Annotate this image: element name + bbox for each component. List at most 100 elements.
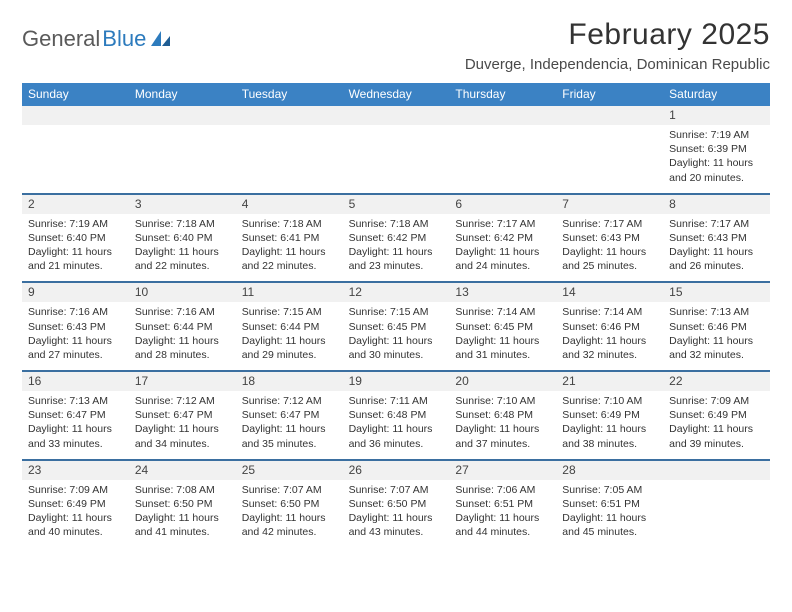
- day-number: 15: [663, 283, 770, 302]
- weekday-label: Monday: [129, 83, 236, 106]
- day-number: 13: [449, 283, 556, 302]
- day-number: 22: [663, 372, 770, 391]
- sunrise-text: Sunrise: 7:17 AM: [562, 217, 657, 231]
- week-row: Sunrise: 7:16 AMSunset: 6:43 PMDaylight:…: [22, 302, 770, 370]
- sunrise-text: Sunrise: 7:08 AM: [135, 483, 230, 497]
- day-number: 20: [449, 372, 556, 391]
- sunset-text: Sunset: 6:51 PM: [455, 497, 550, 511]
- day-cell: Sunrise: 7:10 AMSunset: 6:48 PMDaylight:…: [449, 391, 556, 459]
- daylight-text: Daylight: 11 hours and 24 minutes.: [455, 245, 550, 273]
- header: GeneralBlue February 2025 Duverge, Indep…: [22, 18, 770, 73]
- day-number: 7: [556, 195, 663, 214]
- day-number: 8: [663, 195, 770, 214]
- daylight-text: Daylight: 11 hours and 31 minutes.: [455, 334, 550, 362]
- brand-word1: General: [22, 26, 100, 52]
- day-number: 16: [22, 372, 129, 391]
- sunrise-text: Sunrise: 7:07 AM: [349, 483, 444, 497]
- daylight-text: Daylight: 11 hours and 40 minutes.: [28, 511, 123, 539]
- day-cell: [556, 125, 663, 193]
- sunset-text: Sunset: 6:40 PM: [135, 231, 230, 245]
- month-title: February 2025: [465, 18, 770, 52]
- day-number: [556, 106, 663, 125]
- sunrise-text: Sunrise: 7:12 AM: [242, 394, 337, 408]
- daylight-text: Daylight: 11 hours and 42 minutes.: [242, 511, 337, 539]
- sunset-text: Sunset: 6:47 PM: [28, 408, 123, 422]
- day-number: 11: [236, 283, 343, 302]
- sunset-text: Sunset: 6:45 PM: [455, 320, 550, 334]
- daylight-text: Daylight: 11 hours and 23 minutes.: [349, 245, 444, 273]
- daylight-text: Daylight: 11 hours and 26 minutes.: [669, 245, 764, 273]
- day-number: 12: [343, 283, 450, 302]
- day-number: 18: [236, 372, 343, 391]
- day-number: 1: [663, 106, 770, 125]
- daylight-text: Daylight: 11 hours and 33 minutes.: [28, 422, 123, 450]
- daylight-text: Daylight: 11 hours and 39 minutes.: [669, 422, 764, 450]
- day-cell: Sunrise: 7:14 AMSunset: 6:45 PMDaylight:…: [449, 302, 556, 370]
- day-cell: Sunrise: 7:18 AMSunset: 6:42 PMDaylight:…: [343, 214, 450, 282]
- day-cell: Sunrise: 7:14 AMSunset: 6:46 PMDaylight:…: [556, 302, 663, 370]
- sunset-text: Sunset: 6:51 PM: [562, 497, 657, 511]
- sunset-text: Sunset: 6:41 PM: [242, 231, 337, 245]
- day-number: 27: [449, 461, 556, 480]
- sunrise-text: Sunrise: 7:19 AM: [669, 128, 764, 142]
- day-cell: Sunrise: 7:13 AMSunset: 6:47 PMDaylight:…: [22, 391, 129, 459]
- day-cell: [236, 125, 343, 193]
- sunrise-text: Sunrise: 7:15 AM: [349, 305, 444, 319]
- sunrise-text: Sunrise: 7:18 AM: [242, 217, 337, 231]
- daylight-text: Daylight: 11 hours and 28 minutes.: [135, 334, 230, 362]
- sunrise-text: Sunrise: 7:17 AM: [455, 217, 550, 231]
- day-number-row: 16171819202122: [22, 370, 770, 391]
- day-number-row: 232425262728: [22, 459, 770, 480]
- day-cell: Sunrise: 7:19 AMSunset: 6:39 PMDaylight:…: [663, 125, 770, 193]
- day-number: 23: [22, 461, 129, 480]
- day-number: 3: [129, 195, 236, 214]
- day-cell: Sunrise: 7:16 AMSunset: 6:43 PMDaylight:…: [22, 302, 129, 370]
- day-cell: Sunrise: 7:10 AMSunset: 6:49 PMDaylight:…: [556, 391, 663, 459]
- sunrise-text: Sunrise: 7:15 AM: [242, 305, 337, 319]
- sunrise-text: Sunrise: 7:13 AM: [28, 394, 123, 408]
- day-number: [663, 461, 770, 480]
- week-row: Sunrise: 7:19 AMSunset: 6:40 PMDaylight:…: [22, 214, 770, 282]
- daylight-text: Daylight: 11 hours and 29 minutes.: [242, 334, 337, 362]
- day-cell: Sunrise: 7:13 AMSunset: 6:46 PMDaylight:…: [663, 302, 770, 370]
- sunset-text: Sunset: 6:48 PM: [349, 408, 444, 422]
- sunset-text: Sunset: 6:48 PM: [455, 408, 550, 422]
- day-number: 9: [22, 283, 129, 302]
- day-number: 19: [343, 372, 450, 391]
- daylight-text: Daylight: 11 hours and 22 minutes.: [242, 245, 337, 273]
- day-number: 5: [343, 195, 450, 214]
- daylight-text: Daylight: 11 hours and 41 minutes.: [135, 511, 230, 539]
- day-cell: Sunrise: 7:15 AMSunset: 6:45 PMDaylight:…: [343, 302, 450, 370]
- sunset-text: Sunset: 6:46 PM: [669, 320, 764, 334]
- weekday-header: Sunday Monday Tuesday Wednesday Thursday…: [22, 83, 770, 106]
- daylight-text: Daylight: 11 hours and 21 minutes.: [28, 245, 123, 273]
- day-cell: Sunrise: 7:07 AMSunset: 6:50 PMDaylight:…: [236, 480, 343, 548]
- daylight-text: Daylight: 11 hours and 30 minutes.: [349, 334, 444, 362]
- daylight-text: Daylight: 11 hours and 22 minutes.: [135, 245, 230, 273]
- brand-word2: Blue: [102, 26, 146, 52]
- day-number: [236, 106, 343, 125]
- sunrise-text: Sunrise: 7:16 AM: [28, 305, 123, 319]
- day-cell: Sunrise: 7:12 AMSunset: 6:47 PMDaylight:…: [129, 391, 236, 459]
- sunrise-text: Sunrise: 7:16 AM: [135, 305, 230, 319]
- sunrise-text: Sunrise: 7:10 AM: [562, 394, 657, 408]
- day-cell: Sunrise: 7:09 AMSunset: 6:49 PMDaylight:…: [663, 391, 770, 459]
- location-text: Duverge, Independencia, Dominican Republ…: [465, 56, 770, 73]
- day-cell: Sunrise: 7:12 AMSunset: 6:47 PMDaylight:…: [236, 391, 343, 459]
- day-number: [343, 106, 450, 125]
- day-cell: Sunrise: 7:11 AMSunset: 6:48 PMDaylight:…: [343, 391, 450, 459]
- daylight-text: Daylight: 11 hours and 37 minutes.: [455, 422, 550, 450]
- sunrise-text: Sunrise: 7:14 AM: [562, 305, 657, 319]
- day-cell: Sunrise: 7:08 AMSunset: 6:50 PMDaylight:…: [129, 480, 236, 548]
- sunset-text: Sunset: 6:50 PM: [135, 497, 230, 511]
- sunset-text: Sunset: 6:44 PM: [135, 320, 230, 334]
- day-number: 14: [556, 283, 663, 302]
- day-number: 25: [236, 461, 343, 480]
- week-row: Sunrise: 7:19 AMSunset: 6:39 PMDaylight:…: [22, 125, 770, 193]
- day-number-row: 1: [22, 106, 770, 125]
- weekday-label: Sunday: [22, 83, 129, 106]
- sunset-text: Sunset: 6:39 PM: [669, 142, 764, 156]
- sunset-text: Sunset: 6:40 PM: [28, 231, 123, 245]
- weekday-label: Tuesday: [236, 83, 343, 106]
- sunrise-text: Sunrise: 7:10 AM: [455, 394, 550, 408]
